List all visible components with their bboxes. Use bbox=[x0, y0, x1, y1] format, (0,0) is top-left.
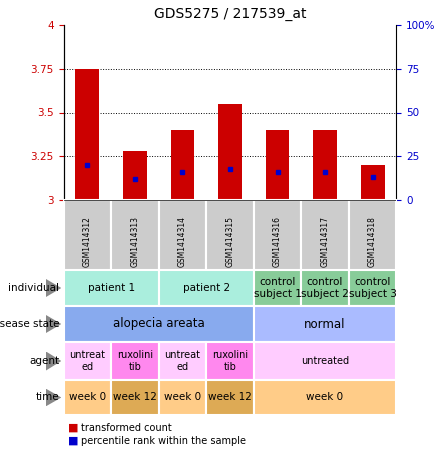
Text: control
subject 1: control subject 1 bbox=[254, 277, 301, 299]
Text: week 12: week 12 bbox=[113, 392, 157, 403]
Bar bbox=[64, 200, 111, 275]
Bar bbox=[64, 380, 111, 415]
Bar bbox=[206, 380, 254, 415]
Bar bbox=[361, 165, 385, 200]
Bar bbox=[123, 151, 147, 200]
Text: disease state: disease state bbox=[0, 319, 59, 329]
Bar bbox=[159, 200, 206, 275]
Bar bbox=[254, 380, 396, 415]
Text: ■: ■ bbox=[68, 436, 78, 446]
Text: ruxolini
tib: ruxolini tib bbox=[212, 350, 248, 372]
Polygon shape bbox=[46, 352, 61, 371]
Text: alopecia areata: alopecia areata bbox=[113, 318, 205, 331]
Bar bbox=[170, 130, 194, 200]
Bar bbox=[159, 380, 206, 415]
Text: week 0: week 0 bbox=[164, 392, 201, 403]
Bar bbox=[301, 270, 349, 306]
Bar bbox=[64, 342, 111, 380]
Text: GSM1414318: GSM1414318 bbox=[368, 216, 377, 267]
Bar bbox=[313, 130, 337, 200]
Text: ■: ■ bbox=[68, 423, 78, 433]
Text: GSM1414313: GSM1414313 bbox=[131, 216, 139, 267]
Text: control
subject 3: control subject 3 bbox=[349, 277, 396, 299]
Text: time: time bbox=[35, 392, 59, 403]
Text: untreat
ed: untreat ed bbox=[69, 350, 105, 372]
Bar bbox=[218, 104, 242, 200]
Text: individual: individual bbox=[8, 283, 59, 293]
Text: patient 1: patient 1 bbox=[88, 283, 134, 293]
Bar bbox=[206, 342, 254, 380]
Text: GSM1414316: GSM1414316 bbox=[273, 216, 282, 267]
Bar bbox=[75, 69, 99, 200]
Text: control
subject 2: control subject 2 bbox=[301, 277, 349, 299]
Text: agent: agent bbox=[29, 356, 59, 366]
Text: week 0: week 0 bbox=[307, 392, 344, 403]
Polygon shape bbox=[46, 315, 61, 333]
Bar bbox=[349, 200, 396, 275]
Bar bbox=[301, 200, 349, 275]
Bar bbox=[159, 342, 206, 380]
Text: GSM1414314: GSM1414314 bbox=[178, 216, 187, 267]
Text: ruxolini
tib: ruxolini tib bbox=[117, 350, 153, 372]
Text: GSM1414317: GSM1414317 bbox=[321, 216, 329, 267]
Text: normal: normal bbox=[304, 318, 346, 331]
Polygon shape bbox=[46, 389, 61, 406]
Text: GSM1414315: GSM1414315 bbox=[226, 216, 234, 267]
Bar bbox=[254, 200, 301, 275]
Text: week 0: week 0 bbox=[69, 392, 106, 403]
Bar bbox=[265, 130, 290, 200]
Bar bbox=[254, 342, 396, 380]
Bar bbox=[64, 306, 254, 342]
Polygon shape bbox=[46, 279, 61, 297]
Bar bbox=[111, 380, 159, 415]
Text: percentile rank within the sample: percentile rank within the sample bbox=[81, 436, 246, 446]
Text: patient 2: patient 2 bbox=[183, 283, 230, 293]
Text: untreated: untreated bbox=[301, 356, 349, 366]
Bar bbox=[206, 200, 254, 275]
Bar bbox=[111, 200, 159, 275]
Bar bbox=[349, 270, 396, 306]
Text: transformed count: transformed count bbox=[81, 423, 172, 433]
Bar bbox=[159, 270, 254, 306]
Text: week 12: week 12 bbox=[208, 392, 252, 403]
Text: untreat
ed: untreat ed bbox=[164, 350, 201, 372]
Bar bbox=[254, 306, 396, 342]
Bar bbox=[111, 342, 159, 380]
Title: GDS5275 / 217539_at: GDS5275 / 217539_at bbox=[154, 7, 306, 21]
Bar bbox=[254, 270, 301, 306]
Text: GSM1414312: GSM1414312 bbox=[83, 216, 92, 267]
Bar bbox=[64, 270, 159, 306]
